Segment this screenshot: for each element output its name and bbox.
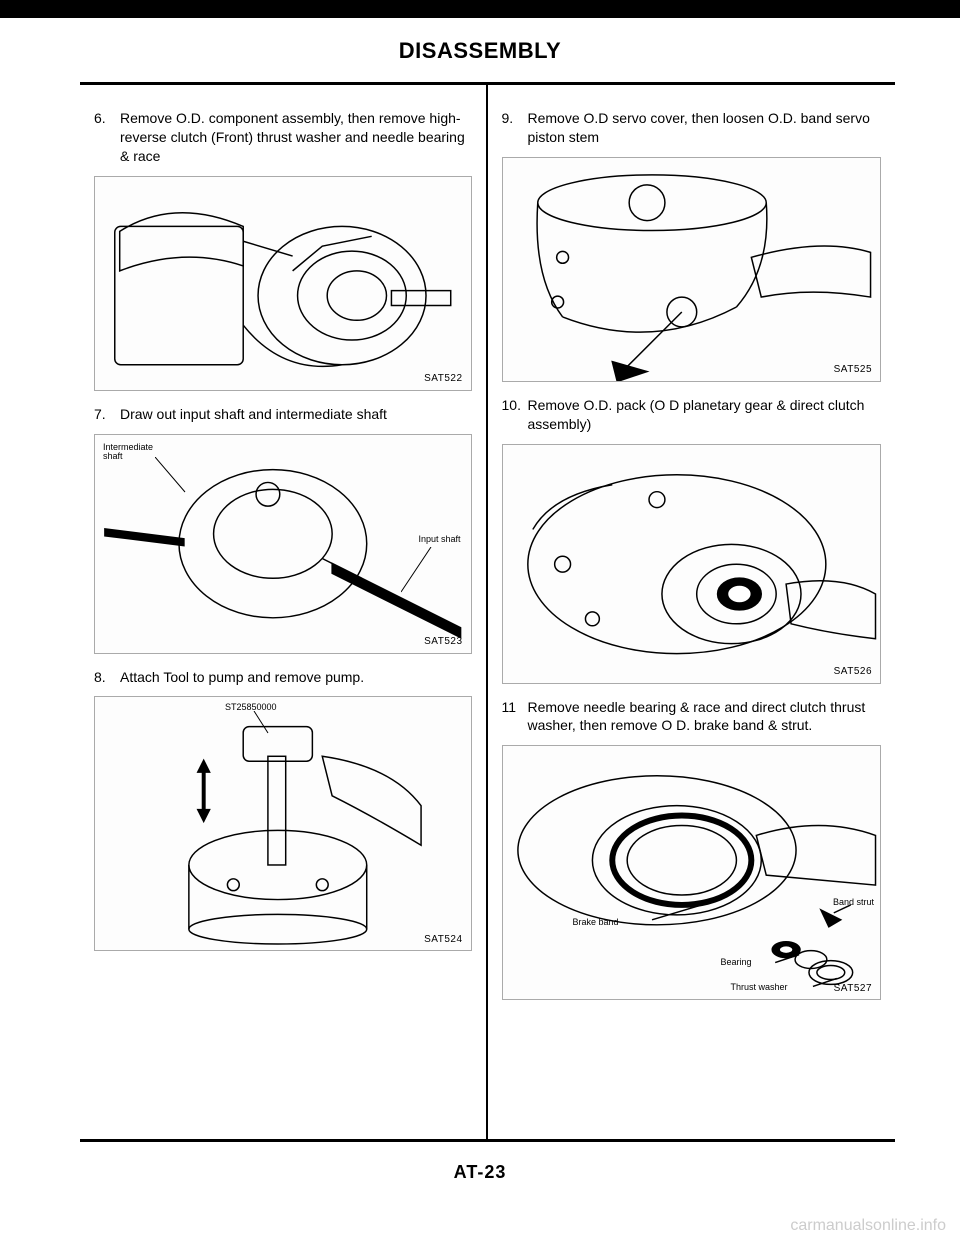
figure-10-code: SAT526	[834, 665, 872, 679]
content-frame: 6. Remove O.D. component assembly, then …	[80, 82, 895, 1142]
step-7-num: 7.	[94, 405, 120, 424]
step-9: 9. Remove O.D servo cover, then loosen O…	[502, 109, 882, 147]
figure-11-code: SAT527	[834, 982, 872, 996]
figure-11-band-strut-label: Band strut	[833, 898, 874, 908]
step-6-text: Remove O.D. component assembly, then rem…	[120, 109, 472, 166]
step-6-num: 6.	[94, 109, 120, 166]
step-8-text: Attach Tool to pump and remove pump.	[120, 668, 472, 687]
step-8-num: 8.	[94, 668, 120, 687]
step-9-num: 9.	[502, 109, 528, 147]
leader-line-icon	[401, 547, 441, 597]
step-11-text: Remove needle bearing & race and direct …	[528, 698, 882, 736]
figure-8-code: SAT524	[424, 933, 462, 947]
figure-11-thrust-washer-label: Thrust washer	[731, 983, 788, 993]
figure-7-input-label: Input shaft	[418, 535, 460, 545]
figure-10: SAT526	[502, 444, 882, 684]
figure-6: SAT522	[94, 176, 472, 391]
figure-7-code: SAT523	[424, 635, 462, 649]
step-7-text: Draw out input shaft and intermediate sh…	[120, 405, 472, 424]
step-10: 10. Remove O.D. pack (O D planetary gear…	[502, 396, 882, 434]
figure-11-brake-band-label: Brake band	[573, 918, 619, 928]
figure-8-svg	[95, 697, 470, 949]
figure-11-svg	[503, 746, 880, 999]
left-column: 6. Remove O.D. component assembly, then …	[80, 85, 488, 1139]
figure-10-svg	[503, 445, 880, 683]
figure-11: Band strut Brake band Bearing Thrust was…	[502, 745, 882, 1000]
figure-9-svg	[503, 158, 880, 382]
figure-7: Intermediate shaft Input shaft SAT523	[94, 434, 472, 654]
step-9-text: Remove O.D servo cover, then loosen O.D.…	[528, 109, 882, 147]
step-11: 11 Remove needle bearing & race and dire…	[502, 698, 882, 736]
leader-line-icon	[155, 457, 195, 497]
figure-7-intermediate-label: Intermediate shaft	[103, 443, 153, 463]
figure-7-svg	[95, 435, 470, 652]
figure-6-code: SAT522	[424, 372, 462, 386]
watermark: carmanualsonline.info	[790, 1217, 946, 1235]
step-8: 8. Attach Tool to pump and remove pump.	[94, 668, 472, 687]
step-7: 7. Draw out input shaft and intermediate…	[94, 405, 472, 424]
figure-11-bearing-label: Bearing	[721, 958, 752, 968]
figure-8: ST25850000 SAT524	[94, 696, 472, 951]
step-10-num: 10.	[502, 396, 528, 434]
figure-6-svg	[95, 177, 470, 389]
right-column: 9. Remove O.D servo cover, then loosen O…	[488, 85, 896, 1139]
step-11-num: 11	[502, 698, 528, 736]
page-title: DISASSEMBLY	[0, 38, 960, 64]
step-10-text: Remove O.D. pack (O D planetary gear & d…	[528, 396, 882, 434]
leader-line-icon	[240, 711, 270, 736]
top-black-band	[0, 0, 960, 18]
page-number: AT-23	[0, 1162, 960, 1183]
step-6: 6. Remove O.D. component assembly, then …	[94, 109, 472, 166]
figure-9: SAT525	[502, 157, 882, 382]
figure-9-code: SAT525	[834, 363, 872, 377]
